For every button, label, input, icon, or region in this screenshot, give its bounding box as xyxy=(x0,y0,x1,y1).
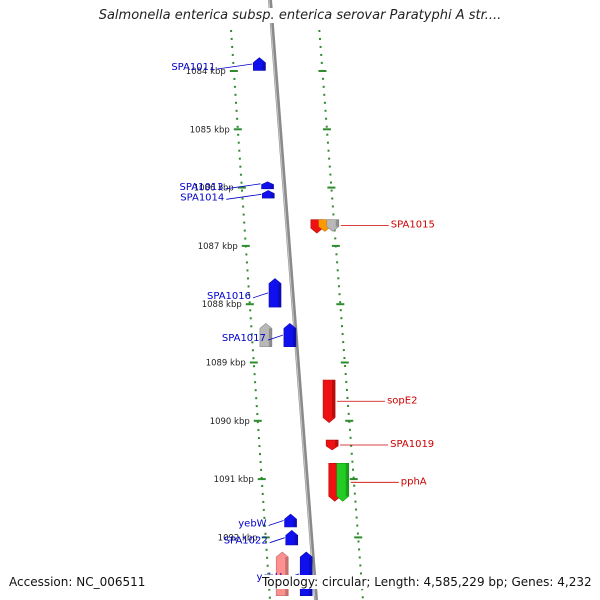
tick-label: 1091 kbp xyxy=(214,475,254,485)
gene-shadow xyxy=(345,463,349,497)
inner-ruler xyxy=(318,29,364,600)
gene-label: SPA1019 xyxy=(390,439,434,450)
gene-reverse xyxy=(336,463,350,502)
gene-shadow xyxy=(268,328,272,347)
tick-label: 1092 kbp xyxy=(218,533,258,543)
gene-label: SPA1016 xyxy=(207,291,251,302)
gene-forward xyxy=(283,323,297,348)
gene-shadow xyxy=(262,62,266,71)
gene-forward xyxy=(284,513,297,528)
label-leader xyxy=(225,183,261,190)
map-title: Salmonella enterica subsp. enterica sero… xyxy=(0,8,600,23)
gene-reverse xyxy=(325,439,339,451)
gene-shadow xyxy=(294,535,298,545)
ruler-dots xyxy=(230,29,364,600)
label-leader xyxy=(252,292,269,299)
gene-shadow xyxy=(270,184,274,189)
sequence-axis xyxy=(268,0,318,600)
tick-label: 1085 kbp xyxy=(190,125,230,135)
gene-label: SPA1011 xyxy=(171,62,215,73)
gene-label: SPA1017 xyxy=(222,333,266,344)
accession-text: Accession: NC_006511 xyxy=(9,575,146,589)
gene-shadow xyxy=(292,328,296,347)
gene-label: SPA1022 xyxy=(224,536,268,547)
tick-label: 1090 kbp xyxy=(210,417,250,427)
label-leader xyxy=(269,537,285,544)
gene-forward xyxy=(259,323,273,348)
axis-layer xyxy=(268,0,318,600)
gene-reverse xyxy=(326,219,340,232)
tick-label: 1089 kbp xyxy=(206,359,246,369)
gene-forward xyxy=(299,551,313,597)
label-leader xyxy=(268,520,284,526)
gene-label: yebW xyxy=(238,518,266,529)
gene-forward xyxy=(268,278,282,308)
gene-shadow xyxy=(335,219,339,227)
label-leader xyxy=(267,334,284,341)
tick-label: 1087 kbp xyxy=(198,242,238,252)
label-leader xyxy=(226,193,262,200)
gene-label: SPA1015 xyxy=(391,219,435,230)
gene-shadow xyxy=(278,283,282,308)
gene-forward xyxy=(261,181,274,190)
gene-label: SPA1014 xyxy=(180,192,224,203)
gene-forward xyxy=(253,57,266,71)
gene-label: pphA xyxy=(401,476,427,487)
gene-label: SPA1013 xyxy=(180,182,224,193)
gene-shadow xyxy=(293,519,297,527)
gene-forward xyxy=(285,530,299,546)
gene-reverse xyxy=(322,379,336,423)
gene-forward xyxy=(261,190,275,199)
label-leader xyxy=(217,63,253,70)
gene-features xyxy=(253,57,350,597)
gene-shadow xyxy=(335,440,339,446)
topology-text: Topology: circular; Length: 4,585,229 bp… xyxy=(262,575,592,589)
gene-label: sopE2 xyxy=(387,395,417,406)
tick-label: 1088 kbp xyxy=(202,300,242,310)
sequence-axis-highlight xyxy=(268,0,316,600)
outer-ruler xyxy=(230,29,271,600)
gene-shadow xyxy=(271,193,275,199)
tick-label: 1084 kbp xyxy=(186,67,226,77)
gene-shadow xyxy=(332,379,336,418)
tick-label: 1086 kbp xyxy=(194,184,234,194)
